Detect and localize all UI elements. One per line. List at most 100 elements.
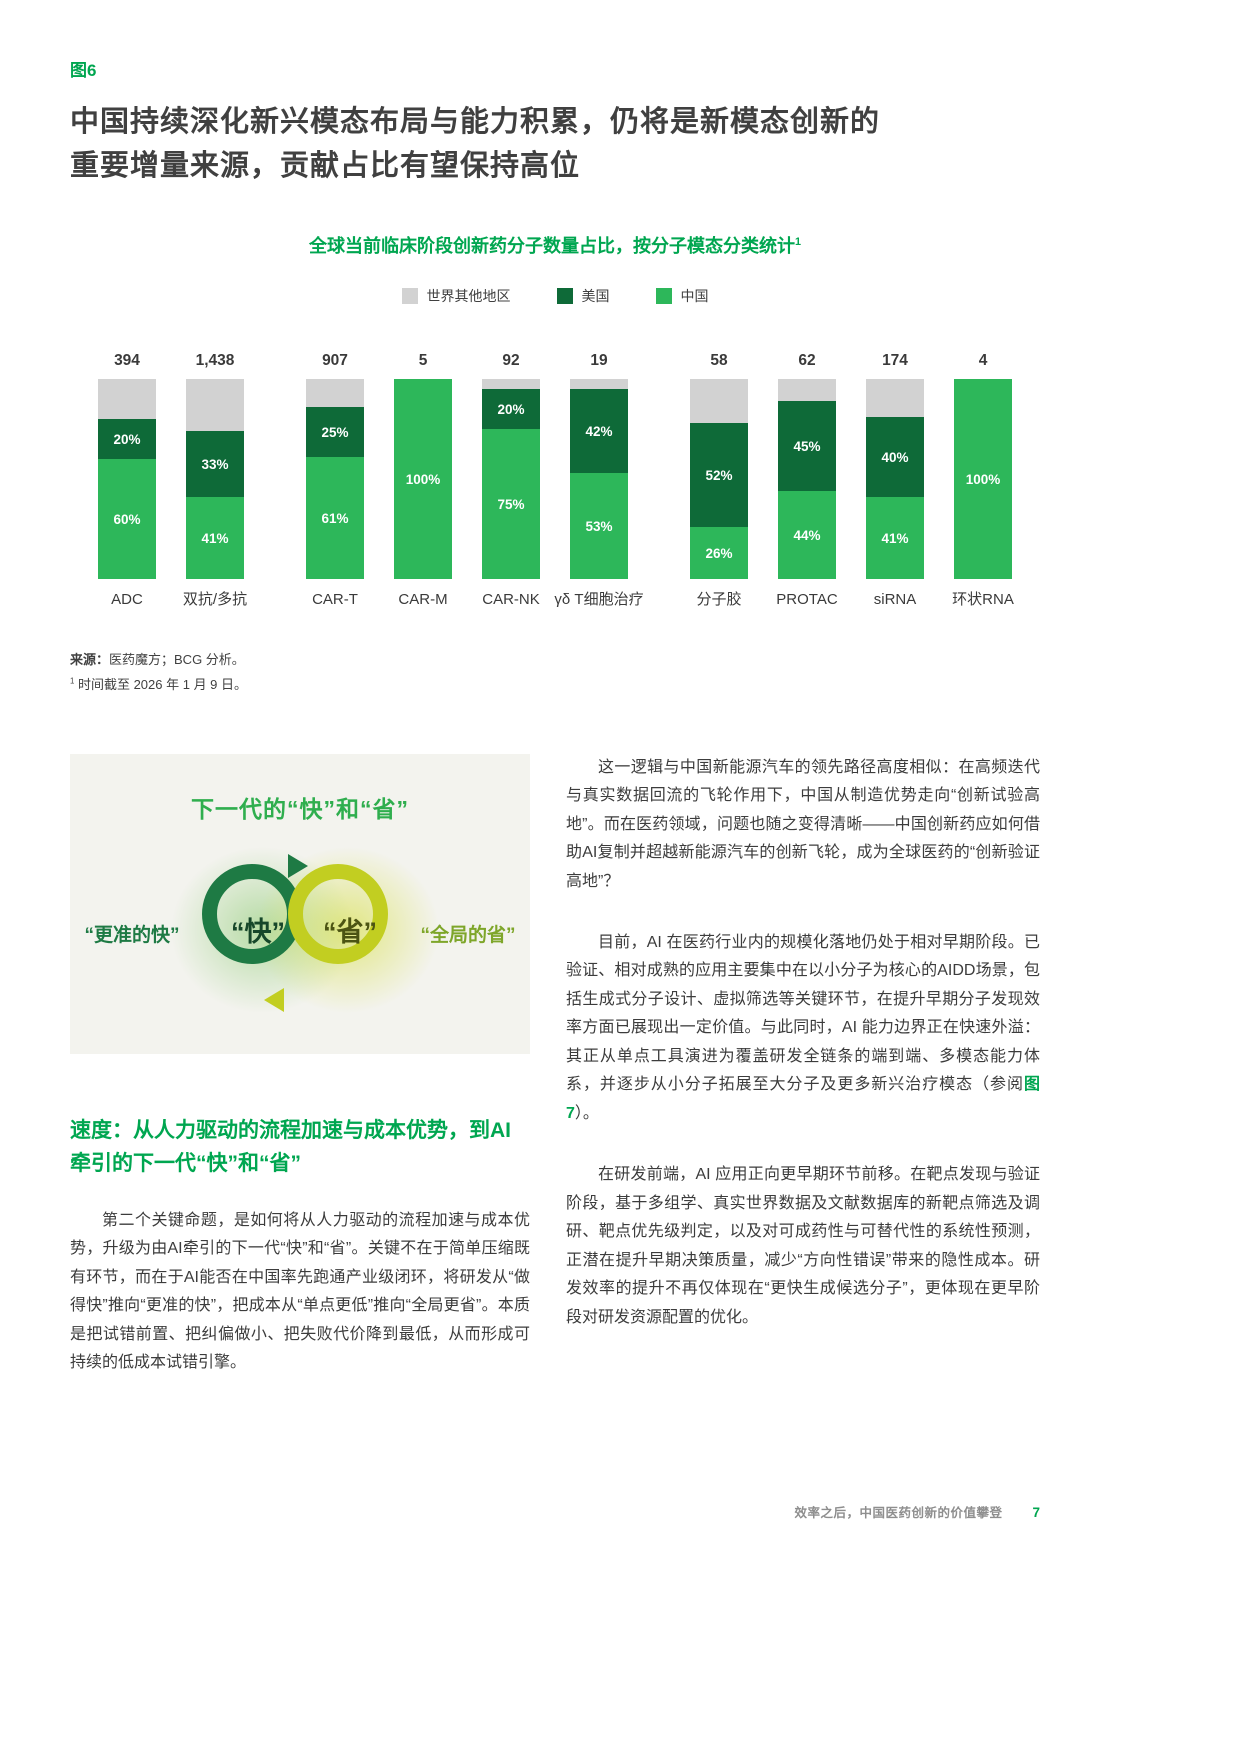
right-paragraph-2: 目前，AI 在医药行业内的规模化落地仍处于相对早期阶段。已验证、相对成熟的应用主… bbox=[566, 929, 1040, 1128]
legend-swatch-icon bbox=[556, 288, 573, 304]
bar-category-label: CAR-NK bbox=[482, 591, 540, 608]
page-title-line1: 中国持续深化新兴模态布局与能力积累，仍将是新模态创新的 bbox=[70, 106, 881, 138]
segment-us: 52% bbox=[690, 423, 748, 527]
segment-china: 41% bbox=[186, 497, 244, 579]
segment-china: 100% bbox=[394, 379, 452, 579]
bar-stack: 20% 60% bbox=[98, 379, 156, 579]
segment-china: 44% bbox=[778, 491, 836, 579]
bar-CAR-T: 907 25% 61% CAR-T bbox=[306, 352, 364, 610]
bar-stack: 25% 61% bbox=[306, 379, 364, 579]
two-column-section: 下一代的“快”和“省” “更准的快” “快” “省” “全局的省” 速度：从人力… bbox=[70, 753, 1040, 1378]
legend-label: 世界其他地区 bbox=[426, 288, 511, 304]
bar-total-count: 4 bbox=[978, 352, 988, 369]
segment-china: 100% bbox=[954, 379, 1012, 579]
bar-category-label: CAR-M bbox=[398, 591, 448, 608]
bar-category-label: 双抗/多抗 bbox=[182, 591, 248, 608]
bar-stack: 42% 53% bbox=[570, 379, 628, 579]
section-heading: 速度：从人力驱动的流程加速与成本优势，到AI牵引的下一代“快”和“省” bbox=[70, 1118, 511, 1176]
bar-total-count: 92 bbox=[502, 352, 520, 369]
bar-category-label: CAR-T bbox=[312, 591, 358, 608]
bar-stack: 33% 41% bbox=[186, 379, 244, 579]
segment-us: 20% bbox=[98, 419, 156, 459]
segment-rest bbox=[778, 379, 836, 401]
segment-china: 61% bbox=[306, 457, 364, 579]
segment-china: 75% bbox=[482, 429, 540, 579]
figure-7-reference: 图7 bbox=[566, 1076, 1040, 1122]
legend-item-us: 美国 bbox=[556, 286, 610, 306]
source-text: 医药魔方；BCG 分析。 bbox=[109, 652, 245, 668]
bar-category-label: ADC bbox=[111, 591, 143, 608]
segment-rest bbox=[690, 379, 748, 423]
segment-china: 26% bbox=[690, 527, 748, 579]
footnote-mark: 1 bbox=[70, 676, 75, 686]
bar-total-count: 394 bbox=[114, 352, 140, 369]
chart-bars-area: 394 20% 60% ADC 1,438 33% 41% 双抗/多抗 907 25% 61% CAR… bbox=[70, 352, 1040, 610]
page-title: 中国持续深化新兴模态布局与能力积累，仍将是新模态创新的 重要增量来源，贡献占比有望… bbox=[70, 101, 1040, 188]
bar-stack: 20% 75% bbox=[482, 379, 540, 579]
bar-stack: 45% 44% bbox=[778, 379, 836, 579]
legend-swatch-icon bbox=[655, 288, 672, 304]
chart-title: 全球当前临床阶段创新药分子数量占比，按分子模态分类统计1 bbox=[70, 232, 1040, 258]
bar-siRNA: 174 40% 41% siRNA bbox=[866, 352, 924, 610]
bar-category-label: PROTAC bbox=[776, 591, 838, 608]
segment-us: 33% bbox=[186, 431, 244, 497]
yellow-arrowhead-icon bbox=[264, 987, 284, 1012]
label-save: “省” bbox=[323, 916, 377, 947]
bar-双抗/多抗: 1,438 33% 41% 双抗/多抗 bbox=[183, 352, 247, 610]
bar-total-count: 907 bbox=[322, 352, 348, 369]
segment-rest bbox=[186, 379, 244, 431]
segment-us: 20% bbox=[482, 389, 540, 429]
left-column: 下一代的“快”和“省” “更准的快” “快” “省” “全局的省” 速度：从人力… bbox=[70, 753, 530, 1378]
segment-rest bbox=[866, 379, 924, 417]
label-more-accurate-speed: “更准的快” bbox=[84, 924, 180, 946]
bar-ADC: 394 20% 60% ADC bbox=[98, 352, 156, 610]
bar-stack: 40% 41% bbox=[866, 379, 924, 579]
bar-CAR-M: 5 100% CAR-M bbox=[394, 352, 452, 610]
bar-group: 58 52% 26% 分子胶 62 45% 44% PROTAC 174 40% 41% siRNA 4… bbox=[690, 352, 1014, 610]
bar-stack: 52% 26% bbox=[690, 379, 748, 579]
right-paragraph-1: 这一逻辑与中国新能源汽车的领先路径高度相似：在高频迭代与真实数据回流的飞轮作用下… bbox=[566, 758, 1040, 890]
label-global-savings: “全局的省” bbox=[420, 924, 516, 946]
bar-γδ T细胞治疗: 19 42% 53% γδ T细胞治疗 bbox=[554, 352, 643, 610]
segment-us: 40% bbox=[866, 417, 924, 497]
bar-分子胶: 58 52% 26% 分子胶 bbox=[690, 352, 748, 610]
figure-label: 图6 bbox=[70, 61, 97, 80]
segment-rest bbox=[482, 379, 540, 389]
bar-stack: 100% bbox=[954, 379, 1012, 579]
page-title-line2: 重要增量来源，贡献占比有望保持高位 bbox=[70, 149, 581, 182]
legend-item-china: 中国 bbox=[655, 286, 709, 306]
bar-category-label: siRNA bbox=[873, 591, 917, 608]
legend-label: 美国 bbox=[581, 288, 610, 304]
legend-label: 中国 bbox=[680, 288, 709, 304]
green-arrowhead-icon bbox=[288, 853, 308, 878]
right-column: 这一逻辑与中国新能源汽车的领先路径高度相似：在高频迭代与真实数据回流的飞轮作用下… bbox=[566, 754, 1040, 1378]
segment-rest bbox=[306, 379, 364, 407]
legend-swatch-icon bbox=[401, 288, 418, 304]
bar-total-count: 174 bbox=[882, 352, 908, 369]
source-note: 来源：医药魔方；BCG 分析。 1 时间截至 2026 年 1 月 9 日。 bbox=[70, 648, 1040, 697]
chart-title-text: 全球当前临床阶段创新药分子数量占比，按分子模态分类统计 bbox=[308, 236, 795, 256]
bar-category-label: 环状RNA bbox=[952, 591, 1014, 608]
bar-stack: 100% bbox=[394, 379, 452, 579]
bar-group: 907 25% 61% CAR-T 5 100% CAR-M 92 20% 75% CAR-NK 19… bbox=[306, 352, 644, 610]
segment-us: 42% bbox=[570, 389, 628, 473]
segment-rest bbox=[98, 379, 156, 419]
segment-china: 41% bbox=[866, 497, 924, 579]
segment-us: 45% bbox=[778, 401, 836, 491]
source-label: 来源： bbox=[70, 652, 110, 668]
segment-china: 53% bbox=[570, 473, 628, 579]
right-paragraph-3: 在研发前端，AI 应用正向更早期环节前移。在靶点发现与验证阶段，基于多组学、真实… bbox=[566, 1166, 1040, 1326]
source-line: 来源：医药魔方；BCG 分析。 bbox=[70, 648, 1040, 673]
left-paragraph: 第二个关键命题，是如何将从人力驱动的流程加速与成本优势，升级为由AI牵引的下一代… bbox=[70, 1211, 530, 1372]
footnote-line: 1 时间截至 2026 年 1 月 9 日。 bbox=[70, 673, 1040, 698]
right-paragraph-2-tail: ）。 bbox=[574, 1104, 599, 1122]
bar-total-count: 58 bbox=[710, 352, 728, 369]
right-paragraph-2-text: 目前，AI 在医药行业内的规模化落地仍处于相对早期阶段。已验证、相对成熟的应用主… bbox=[566, 933, 1040, 1094]
footer-running-title: 效率之后，中国医药创新的价值攀登 bbox=[794, 1506, 1003, 1520]
bar-total-count: 62 bbox=[798, 352, 816, 369]
diagram-title: 下一代的“快”和“省” bbox=[191, 795, 409, 822]
bar-环状RNA: 4 100% 环状RNA bbox=[952, 352, 1014, 610]
chart-legend: 世界其他地区 美国 中国 bbox=[70, 286, 1040, 306]
speed-savings-diagram: 下一代的“快”和“省” “更准的快” “快” “省” “全局的省” bbox=[70, 753, 530, 1054]
